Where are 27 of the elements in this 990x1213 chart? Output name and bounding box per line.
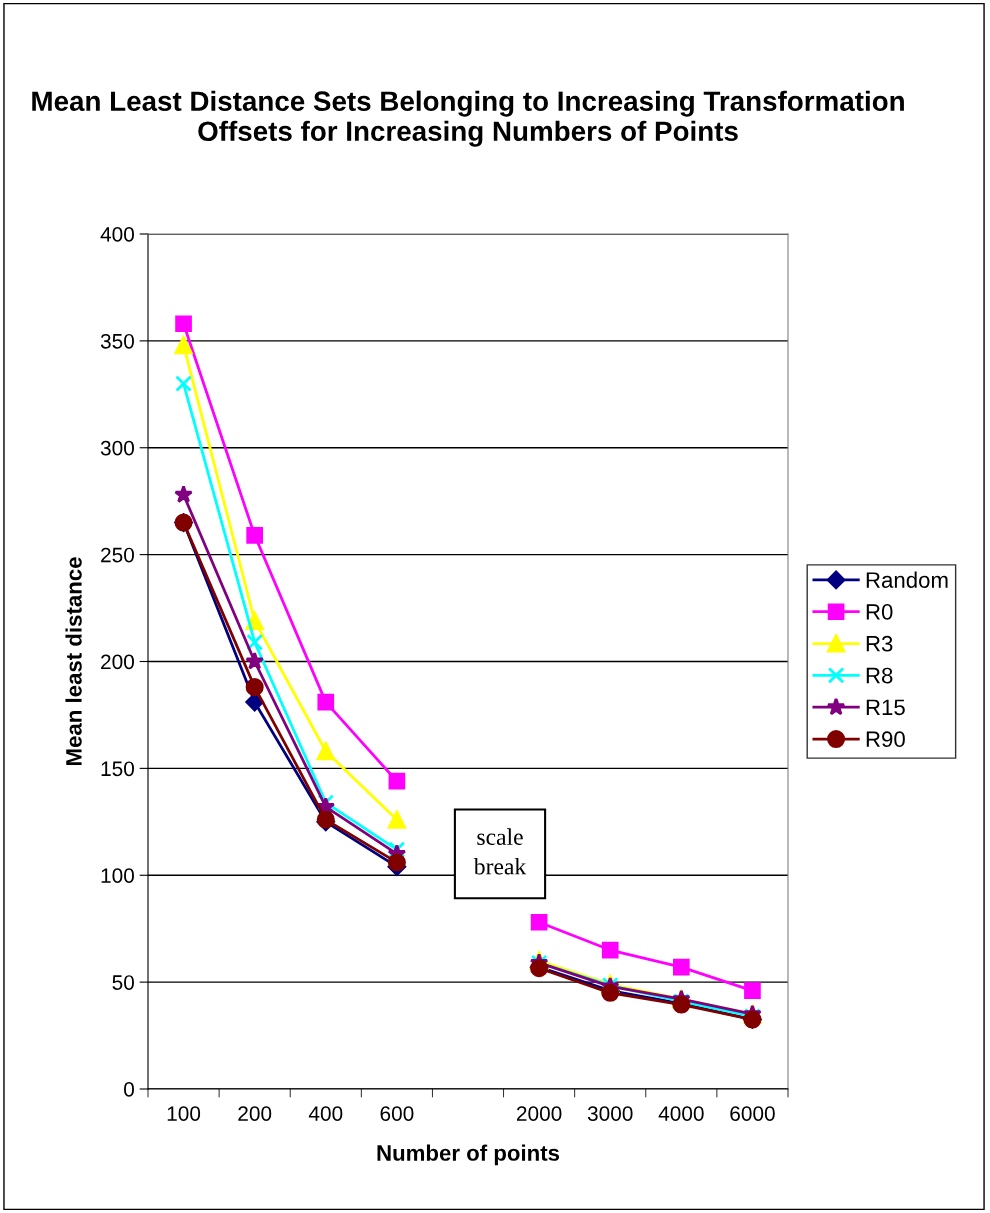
legend-label: R90 (866, 731, 905, 748)
y-tick-label: 300 (100, 440, 134, 456)
legend-label: Random (866, 571, 948, 588)
annotation: scale break (473, 828, 527, 875)
legend-label: R3 (866, 635, 893, 652)
y-axis-title: Mean least distance (65, 557, 82, 765)
legend-label: R15 (866, 699, 905, 716)
y-tick-label: 150 (101, 761, 134, 777)
y-tick-label: 250 (101, 547, 134, 563)
x-tick-label: 6000 (730, 1106, 775, 1121)
y-tick-label: 0 (124, 1082, 134, 1097)
x-tick-label: 2000 (516, 1106, 562, 1121)
y-tick-label: 50 (112, 975, 134, 990)
legend-label: R8 (866, 667, 893, 684)
y-tick-label: 100 (101, 868, 134, 883)
x-axis-title: Number of points (377, 1144, 560, 1166)
legend-label: R0 (866, 603, 893, 620)
x-tick-label: 4000 (658, 1106, 704, 1121)
x-tick-label: 3000 (587, 1106, 633, 1121)
x-tick-label: 400 (308, 1106, 343, 1121)
y-tick-label: 400 (100, 227, 134, 242)
x-tick-label: 600 (380, 1106, 414, 1121)
x-tick-label: 200 (238, 1106, 272, 1121)
chart-title: Mean Least Distance Sets Belonging to Increasing Transformation Offsets for Increasing Numbers of Points (32, 90, 904, 147)
y-tick-label: 350 (100, 333, 134, 349)
x-tick-label: 100 (167, 1106, 201, 1121)
y-tick-label: 200 (101, 654, 134, 670)
